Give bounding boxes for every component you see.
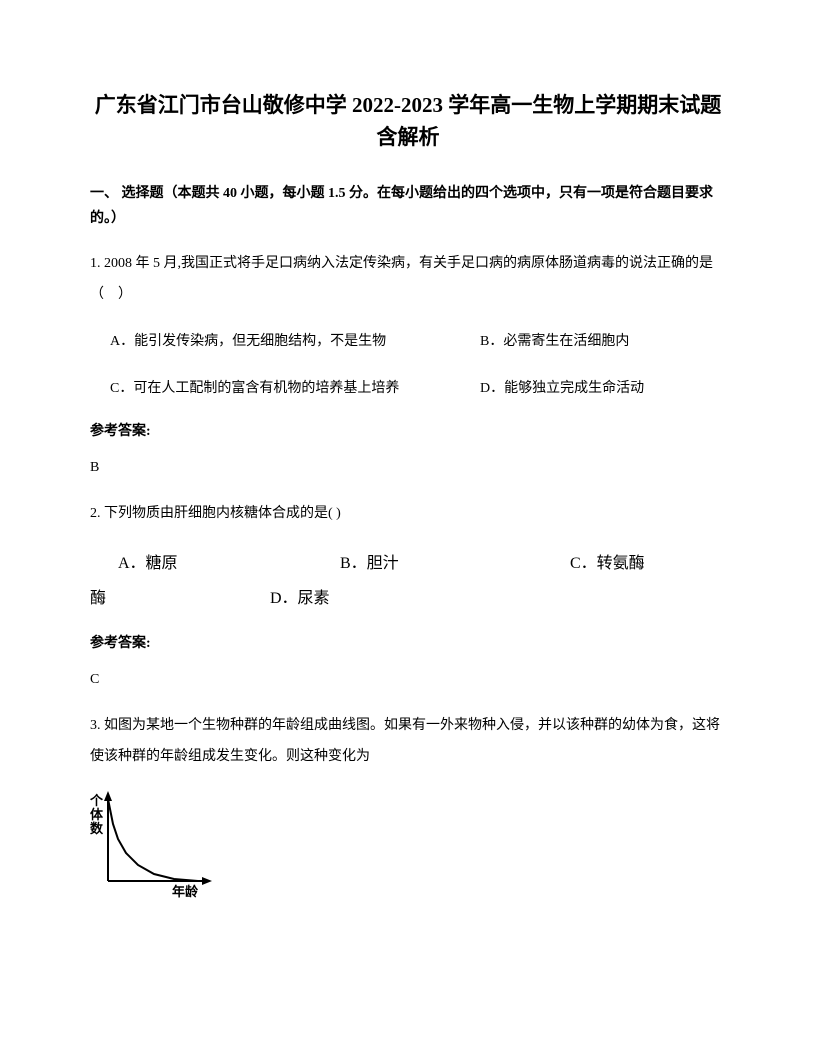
age-structure-curve: 个 体 数 年龄 <box>90 789 250 899</box>
q1-opt-d: D．能够独立完成生命活动 <box>480 374 726 405</box>
x-axis-arrow <box>202 877 212 885</box>
q1-opt-b: B．必需寄生在活细胞内 <box>480 327 726 358</box>
q1-answer-label: 参考答案: <box>90 421 726 443</box>
q2-opt-c: C．转氨酶 <box>570 546 726 581</box>
page-title: 广东省江门市台山敬修中学 2022-2023 学年高一生物上学期期末试题含解析 <box>90 90 726 153</box>
q1-stem: 1. 2008 年 5 月,我国正式将手足口病纳入法定传染病，有关手足口病的病原… <box>90 249 726 311</box>
q1-answer: B <box>90 457 726 479</box>
y-axis-label-2: 体 <box>90 807 104 822</box>
q2-answer-label: 参考答案: <box>90 633 726 655</box>
q1-opt-a: A．能引发传染病，但无细胞结构，不是生物 <box>110 327 480 358</box>
q2-stem: 2. 下列物质由肝细胞内核糖体合成的是( ) <box>90 499 726 530</box>
q2-opt-b: B．胆汁 <box>340 546 570 581</box>
section-header: 一、 选择题（本题共 40 小题，每小题 1.5 分。在每小题给出的四个选项中，… <box>90 181 726 231</box>
q3-stem: 3. 如图为某地一个生物种群的年龄组成曲线图。如果有一外来物种入侵，并以该种群的… <box>90 711 726 773</box>
q1-options-row2: C．可在人工配制的富含有机物的培养基上培养 D．能够独立完成生命活动 <box>90 374 726 405</box>
x-axis-label: 年龄 <box>172 884 199 899</box>
q1-opt-c: C．可在人工配制的富含有机物的培养基上培养 <box>110 374 480 405</box>
y-axis-label-1: 个 <box>90 793 104 808</box>
q2-opt-d: D．尿素 <box>270 581 726 616</box>
q3-chart: 个 体 数 年龄 <box>90 789 726 908</box>
q2-answer: C <box>90 669 726 691</box>
q2-opt-a: A．糖原 <box>90 546 340 581</box>
q2-mei: 酶 <box>90 581 270 616</box>
y-axis-label-3: 数 <box>90 821 104 836</box>
q2-options-row2: 酶 D．尿素 <box>90 581 726 616</box>
q1-options-row1: A．能引发传染病，但无细胞结构，不是生物 B．必需寄生在活细胞内 <box>90 327 726 358</box>
q2-options-row1: A．糖原 B．胆汁 C．转氨酶 <box>90 546 726 581</box>
curve-line <box>108 799 198 881</box>
